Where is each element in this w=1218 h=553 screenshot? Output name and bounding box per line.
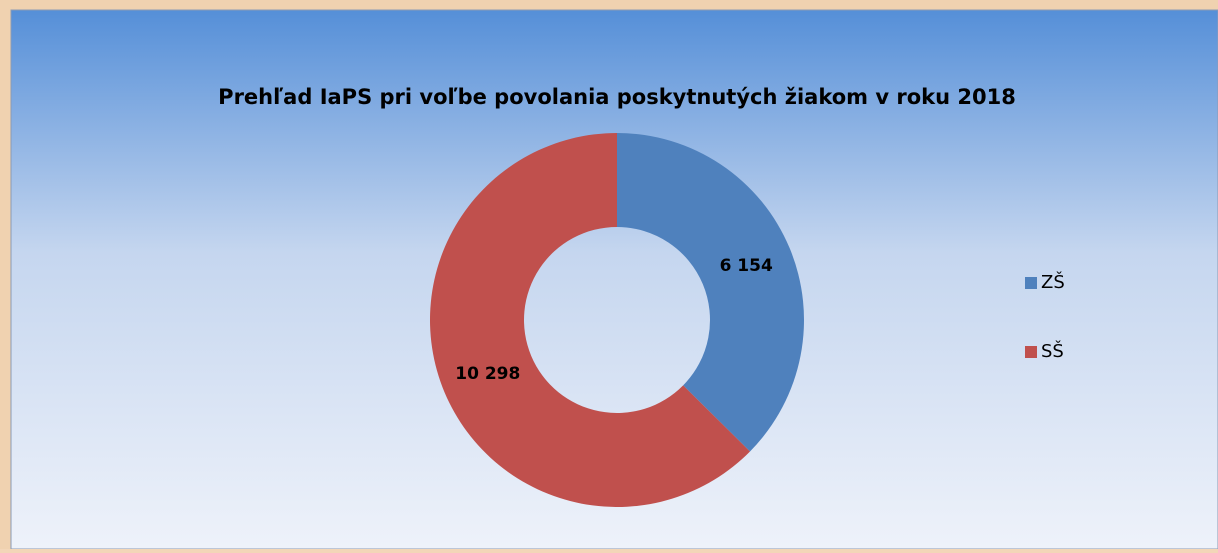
legend-label: ZŠ bbox=[1041, 271, 1065, 293]
data-label: 6 154 bbox=[720, 256, 773, 276]
donut-segment bbox=[617, 133, 804, 452]
donut-segment bbox=[430, 133, 751, 507]
legend-swatch bbox=[1025, 277, 1037, 289]
legend-label: SŠ bbox=[1041, 340, 1064, 362]
legend-swatch bbox=[1025, 346, 1037, 358]
data-label: 10 298 bbox=[455, 364, 520, 384]
chart-title: Prehľad IaPS pri voľbe povolania poskytn… bbox=[218, 85, 1016, 109]
